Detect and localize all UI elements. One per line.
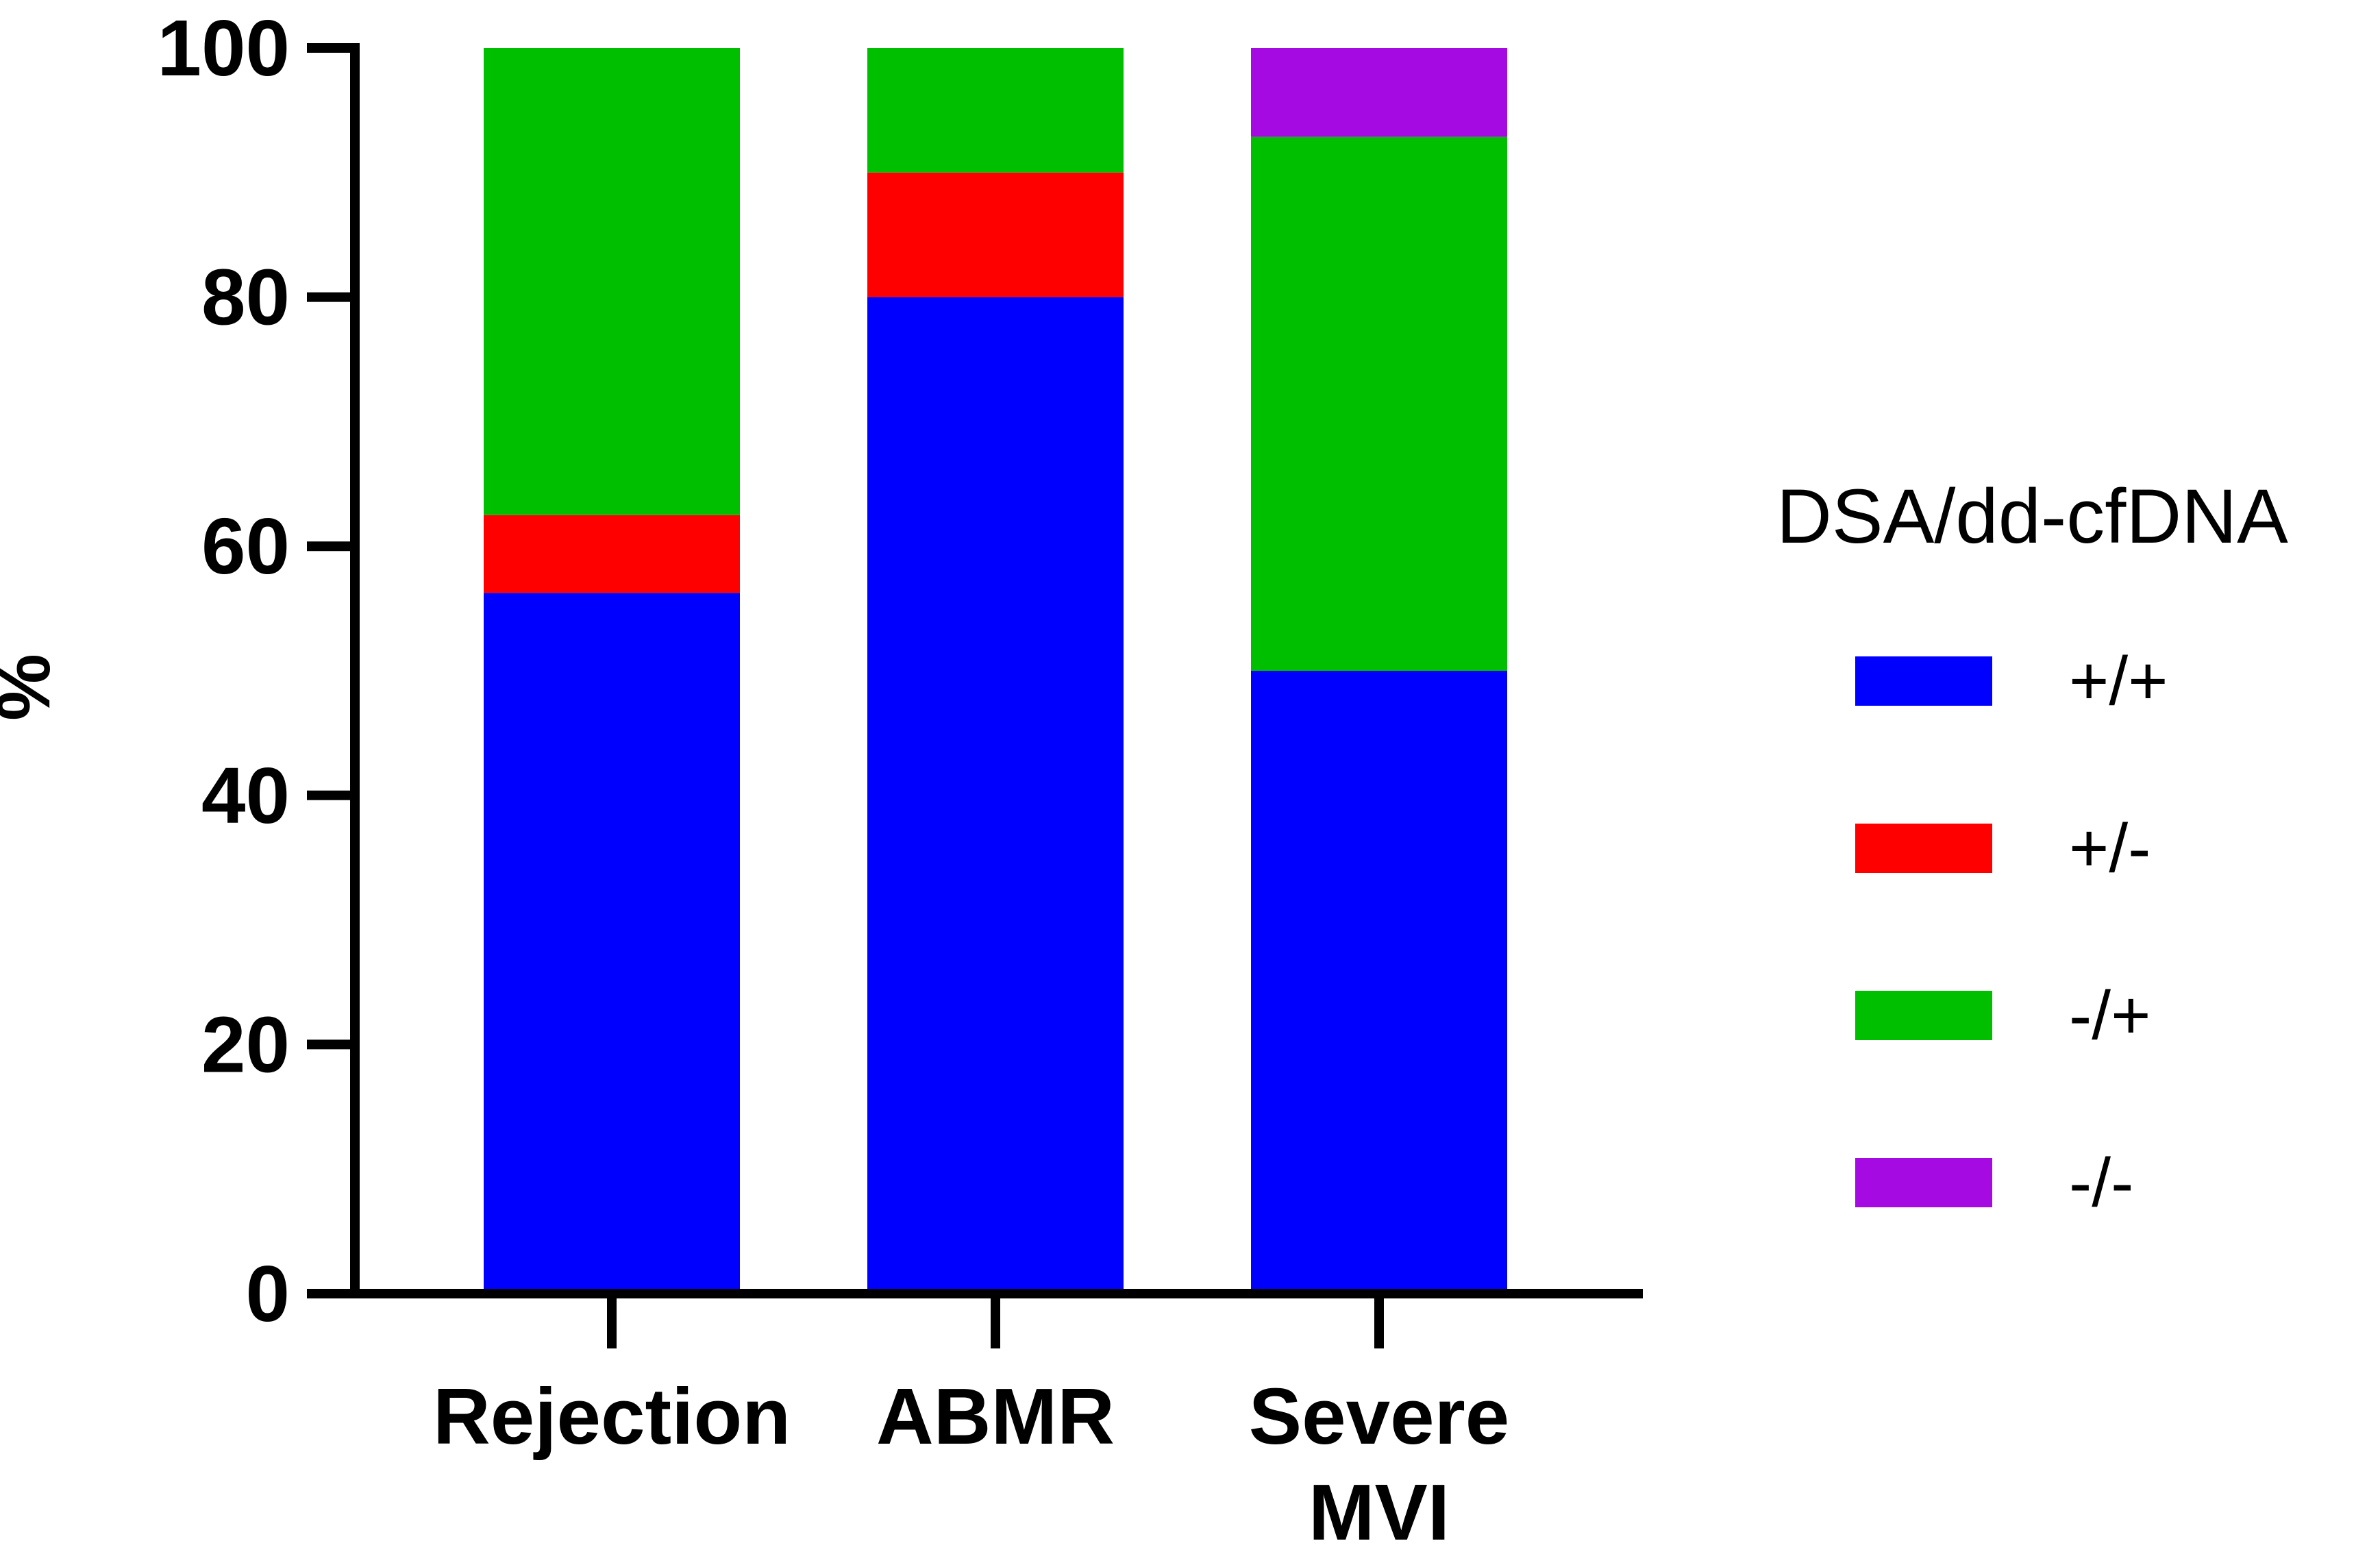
bar-segment xyxy=(1251,48,1507,137)
x-tick-label: Rejection xyxy=(433,1372,791,1461)
y-axis-title: % xyxy=(0,654,66,721)
legend-label: -/+ xyxy=(2069,977,2150,1054)
x-tick-label: ABMR xyxy=(876,1372,1115,1461)
bar-segment xyxy=(1251,671,1507,1294)
legend-title: DSA/dd-cfDNA xyxy=(1776,473,2288,559)
bar-segment xyxy=(867,297,1124,1294)
y-tick-label: 60 xyxy=(201,502,290,591)
bar-segment xyxy=(867,172,1124,297)
legend-swatch xyxy=(1855,824,1992,873)
y-tick-label: 20 xyxy=(201,1000,290,1089)
legend-label: +/+ xyxy=(2069,643,2168,719)
bar-segment xyxy=(1251,136,1507,671)
legend-swatch xyxy=(1855,1158,1992,1207)
bar-segment xyxy=(484,515,740,593)
bar-segment xyxy=(484,48,740,515)
legend: DSA/dd-cfDNA +/+ +/- -/+ -/- xyxy=(1776,473,2288,1221)
legend-label: +/- xyxy=(2069,810,2150,887)
y-tick-label: 0 xyxy=(245,1249,290,1338)
x-tick-label: Severe xyxy=(1249,1372,1510,1461)
y-ticks: 0 20 40 60 80 100 xyxy=(157,3,355,1338)
y-tick-label: 100 xyxy=(157,3,290,92)
legend-swatch xyxy=(1855,656,1992,706)
x-tick-label: MVI xyxy=(1309,1468,1450,1554)
legend-label: -/- xyxy=(2069,1144,2133,1221)
bar-segment xyxy=(867,48,1124,173)
y-tick-label: 40 xyxy=(201,751,290,840)
y-tick-label: 80 xyxy=(201,253,290,342)
legend-swatch xyxy=(1855,991,1992,1040)
bar-segment xyxy=(484,593,740,1294)
bars-layer xyxy=(484,48,1507,1294)
